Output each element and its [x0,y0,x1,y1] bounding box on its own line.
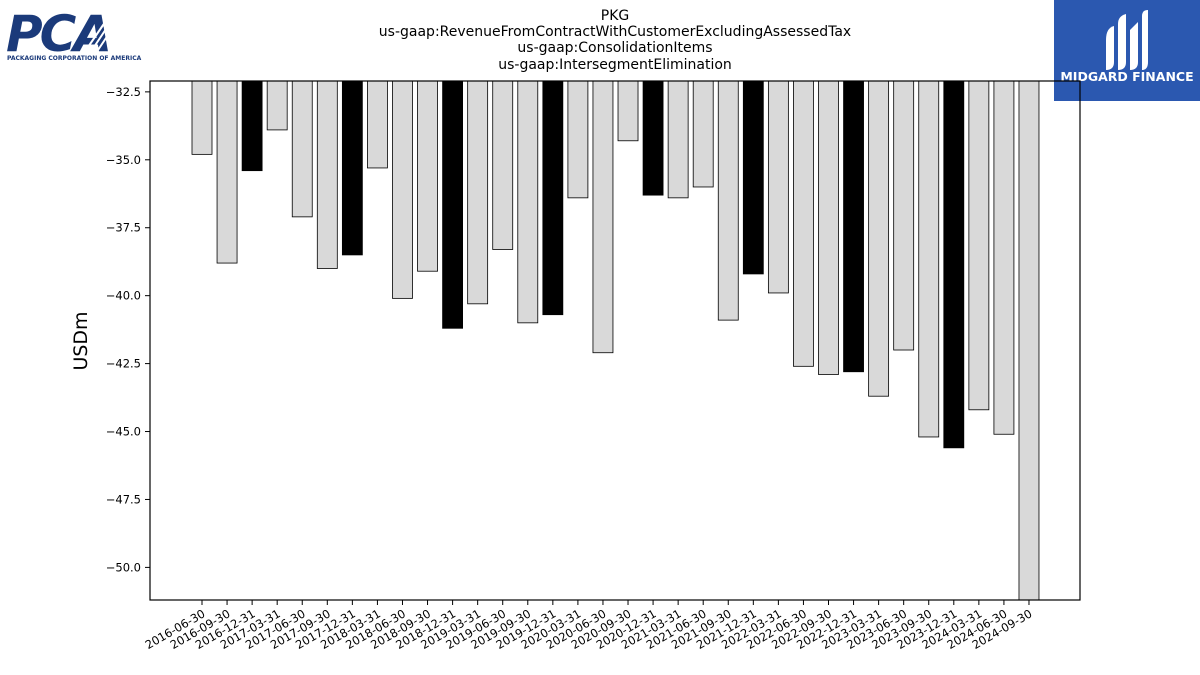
bar-2019-09-30 [517,80,539,324]
pca-logo-tagline: PACKAGING CORPORATION OF AMERICA [7,55,142,62]
bar-2016-09-30 [216,80,238,264]
pca-logo-stripes [85,11,119,51]
y-axis-label: USDm [70,311,92,370]
bar-2017-06-30 [291,80,313,218]
y-tick-label: −37.5 [106,221,141,235]
bar-2022-03-31 [767,80,789,294]
chart-title-line-2: us-gaap:RevenueFromContractWithCustomerE… [379,24,851,40]
x-axis: 2016-06-302016-09-302016-12-312017-03-31… [143,600,1034,652]
y-axis: −32.5 −35.0 −37.5 −40.0 −42.5 −45.0 −47.5 −50.0 [106,85,150,574]
chart-title-line-3: us-gaap:ConsolidationItems [517,40,712,56]
pca-logo: PCA PACKAGING CORPORATION OF AMERICA [6,5,142,63]
bar-2021-06-30 [692,80,714,188]
midgard-logo-text: MIDGARD FINANCE [1060,69,1193,84]
bar-2022-09-30 [818,80,839,375]
bar-2016-06-30 [191,80,213,155]
bar-2022-12-31 [843,80,864,373]
bar-2023-09-30 [918,80,940,438]
chart-title-line-4: us-gaap:IntersegmentElimination [498,57,732,73]
bar-2021-03-31 [667,80,689,199]
bar-2023-06-30 [893,80,915,351]
bar-series [191,80,1040,601]
bar-2021-12-31 [742,80,764,275]
bar-2017-12-31 [341,80,363,256]
bar-2024-03-31 [968,80,990,411]
bar-2019-12-31 [542,80,564,316]
chart-title: PKG us-gaap:RevenueFromContractWithCusto… [379,8,851,73]
plot-frame [149,80,1081,601]
bar-2023-12-31 [943,80,965,449]
y-tick-label: −32.5 [106,85,141,99]
bar-2019-03-31 [467,80,489,305]
bar-2018-06-30 [392,80,413,299]
y-tick-label: −45.0 [106,425,141,439]
bar-2018-03-31 [367,80,388,169]
bar-2020-06-30 [592,80,614,354]
chart-title-line-1: PKG [601,8,629,24]
bar-2022-06-30 [793,80,814,367]
bar-2020-09-30 [617,80,639,142]
y-tick-label: −50.0 [106,560,141,574]
bar-2024-06-30 [993,80,1015,435]
midgard-logo-background [1054,0,1200,101]
bar-2018-09-30 [417,80,438,272]
bar-2021-09-30 [717,80,739,321]
y-tick-label: −42.5 [106,357,141,371]
pca-logo-wordmark: PCA [6,5,109,63]
bar-2017-03-31 [266,80,288,131]
midgard-finance-logo: MIDGARD FINANCE [1054,0,1200,101]
midgard-logo-mark-icon [1106,10,1148,70]
bar-2020-12-31 [642,80,664,196]
bar-2017-09-30 [316,80,338,269]
bar-2024-09-30 [1018,80,1040,601]
bar-2020-03-31 [567,80,589,199]
bar-2019-06-30 [492,80,514,250]
y-tick-label: −40.0 [106,289,141,303]
bar-2016-12-31 [241,80,263,172]
y-tick-label: −47.5 [106,492,141,506]
bar-2023-03-31 [868,80,890,397]
y-tick-label: −35.0 [106,153,141,167]
bar-2018-12-31 [442,80,464,329]
